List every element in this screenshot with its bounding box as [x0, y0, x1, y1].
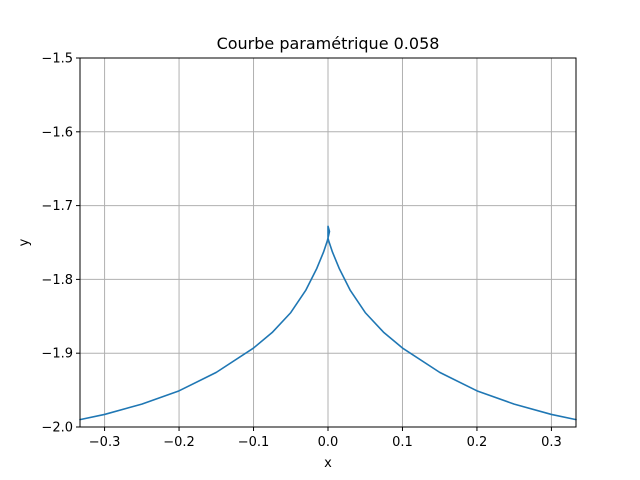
y-tick-label: −1.9	[41, 347, 73, 362]
y-tick-label: −2.0	[41, 421, 73, 436]
y-tick-label: −1.7	[41, 199, 73, 214]
y-tick-label: −1.8	[41, 273, 73, 288]
y-tick-label: −1.5	[41, 52, 73, 67]
series-line	[79, 225, 577, 421]
x-tick-label: 0.2	[467, 435, 488, 450]
x-tick-label: −0.2	[163, 435, 195, 450]
ticks-layer: −0.3 −0.2 −0.1 0.0 0.1 0.2 0.3 −2.0 −1.9 −1.8 −1.7…	[41, 52, 561, 451]
y-axis-label: y	[17, 238, 32, 246]
x-tick-label: 0.3	[541, 435, 562, 450]
x-tick-label: 0.1	[392, 435, 413, 450]
series-layer	[79, 225, 577, 421]
y-tick-label: −1.6	[41, 125, 73, 140]
x-axis-label: x	[324, 456, 332, 471]
x-tick-label: 0.0	[318, 435, 339, 450]
x-tick-label: −0.1	[238, 435, 270, 450]
x-tick-label: −0.3	[89, 435, 121, 450]
chart-title: Courbe paramétrique 0.058	[217, 34, 440, 53]
